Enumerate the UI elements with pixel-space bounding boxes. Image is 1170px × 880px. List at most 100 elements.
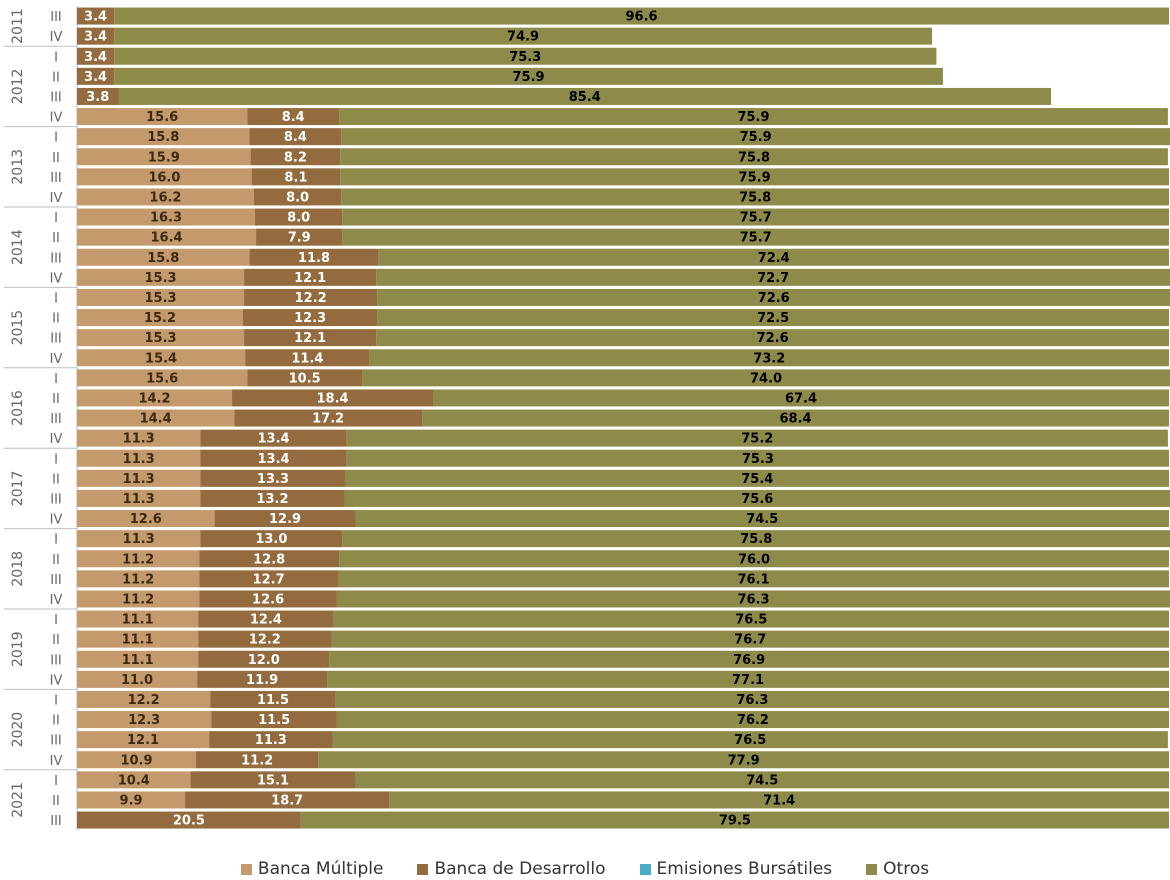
bar-segment bbox=[378, 248, 1170, 266]
bar-segment bbox=[331, 630, 1169, 648]
data-label: 75.2 bbox=[741, 432, 773, 447]
data-label: 72.7 bbox=[757, 271, 789, 286]
data-label: 3.8 bbox=[86, 90, 109, 105]
bar-segment bbox=[355, 771, 1170, 789]
quarter-tick-label: III bbox=[50, 90, 62, 105]
year-tick-label: 2012 bbox=[10, 69, 26, 105]
bar-segment bbox=[211, 711, 337, 729]
data-label: 74.5 bbox=[746, 773, 778, 788]
data-label: 12.2 bbox=[128, 693, 160, 708]
data-label: 11.3 bbox=[123, 432, 155, 447]
bar-segment bbox=[245, 349, 370, 367]
quarter-tick-label: IV bbox=[50, 191, 63, 206]
quarter-tick-label: I bbox=[54, 774, 58, 789]
data-label: 16.2 bbox=[149, 190, 181, 205]
bar-segment bbox=[114, 67, 943, 85]
data-label: 12.1 bbox=[294, 271, 326, 286]
bar-segment bbox=[77, 510, 215, 528]
bar-segment bbox=[335, 690, 1170, 708]
bar-segment bbox=[77, 449, 201, 467]
bar-segment bbox=[210, 690, 336, 708]
quarter-tick-label: II bbox=[52, 392, 60, 407]
bar-segment bbox=[200, 530, 343, 548]
data-label: 10.4 bbox=[118, 773, 150, 788]
quarter-tick-label: III bbox=[50, 171, 62, 186]
quarter-tick-label: II bbox=[52, 151, 60, 166]
data-label: 11.3 bbox=[123, 492, 155, 507]
data-label: 3.4 bbox=[84, 10, 107, 25]
bar-segment bbox=[185, 791, 390, 809]
legend-item-emisiones-bursatiles: Emisiones Bursátiles bbox=[639, 859, 832, 879]
bar-segment bbox=[339, 108, 1168, 126]
bar-segment bbox=[249, 248, 379, 266]
bar-segment bbox=[77, 610, 199, 628]
data-label: 18.4 bbox=[316, 391, 348, 406]
bar-segment bbox=[209, 731, 333, 749]
bar-segment bbox=[342, 228, 1170, 246]
year-tick-label: 2014 bbox=[10, 229, 26, 265]
data-label: 12.0 bbox=[248, 653, 280, 668]
data-label: 75.9 bbox=[513, 70, 545, 85]
bar-segment bbox=[336, 590, 1170, 608]
bar-segment bbox=[196, 751, 319, 769]
data-label: 8.2 bbox=[284, 150, 307, 165]
bar-segment bbox=[200, 429, 347, 447]
bar-segment bbox=[300, 811, 1169, 829]
data-label: 3.4 bbox=[84, 50, 107, 65]
bar-segment bbox=[114, 27, 933, 45]
data-label: 74.9 bbox=[507, 30, 539, 45]
bar-segment bbox=[114, 7, 1169, 25]
data-label: 75.9 bbox=[740, 130, 772, 145]
data-label: 77.1 bbox=[732, 673, 764, 688]
data-label: 71.4 bbox=[763, 793, 795, 808]
data-label: 11.3 bbox=[123, 452, 155, 467]
data-label: 12.7 bbox=[253, 572, 285, 587]
quarter-tick-label: I bbox=[54, 291, 58, 306]
bar-segment bbox=[77, 530, 201, 548]
bar-segment bbox=[247, 108, 340, 126]
data-label: 12.3 bbox=[128, 713, 160, 728]
legend-label: Otros bbox=[883, 859, 930, 879]
quarter-tick-label: III bbox=[50, 814, 62, 829]
bar-segment bbox=[340, 168, 1169, 186]
bar-segment bbox=[345, 469, 1170, 487]
bar-segment bbox=[77, 7, 115, 25]
bar-segment bbox=[77, 87, 119, 105]
data-label: 13.4 bbox=[258, 452, 290, 467]
data-label: 76.0 bbox=[738, 552, 770, 567]
data-label: 75.8 bbox=[738, 150, 770, 165]
quarter-tick-label: IV bbox=[50, 513, 63, 528]
quarter-tick-label: III bbox=[50, 251, 62, 266]
data-label: 15.8 bbox=[147, 130, 179, 145]
data-label: 17.2 bbox=[312, 412, 344, 427]
data-label: 11.3 bbox=[255, 733, 287, 748]
bar-segment bbox=[77, 309, 243, 327]
data-label: 11.8 bbox=[298, 251, 330, 266]
data-label: 74.5 bbox=[746, 512, 778, 527]
bar-segment bbox=[77, 711, 212, 729]
data-label: 76.3 bbox=[737, 592, 769, 607]
bar-segment bbox=[232, 389, 433, 407]
data-label: 75.8 bbox=[739, 190, 771, 205]
data-label: 76.5 bbox=[735, 613, 767, 628]
bar-segment bbox=[422, 409, 1169, 427]
data-label: 68.4 bbox=[779, 412, 811, 427]
bar-segment bbox=[198, 630, 332, 648]
data-label: 15.3 bbox=[144, 271, 176, 286]
data-label: 8.1 bbox=[284, 170, 307, 185]
bar-segment bbox=[376, 268, 1170, 286]
data-label: 73.2 bbox=[753, 351, 785, 366]
bar-segment bbox=[77, 690, 211, 708]
bar-segment bbox=[77, 570, 200, 588]
bar-segment bbox=[77, 469, 201, 487]
data-label: 12.2 bbox=[249, 633, 281, 648]
quarter-tick-label: I bbox=[54, 372, 58, 387]
quarter-tick-label: IV bbox=[50, 271, 63, 286]
quarter-tick-label: II bbox=[52, 714, 60, 729]
quarter-tick-label: I bbox=[54, 613, 58, 628]
quarter-tick-label: I bbox=[54, 131, 58, 146]
bar-segment bbox=[77, 771, 191, 789]
data-label: 12.8 bbox=[253, 552, 285, 567]
bar-segment bbox=[339, 550, 1170, 568]
